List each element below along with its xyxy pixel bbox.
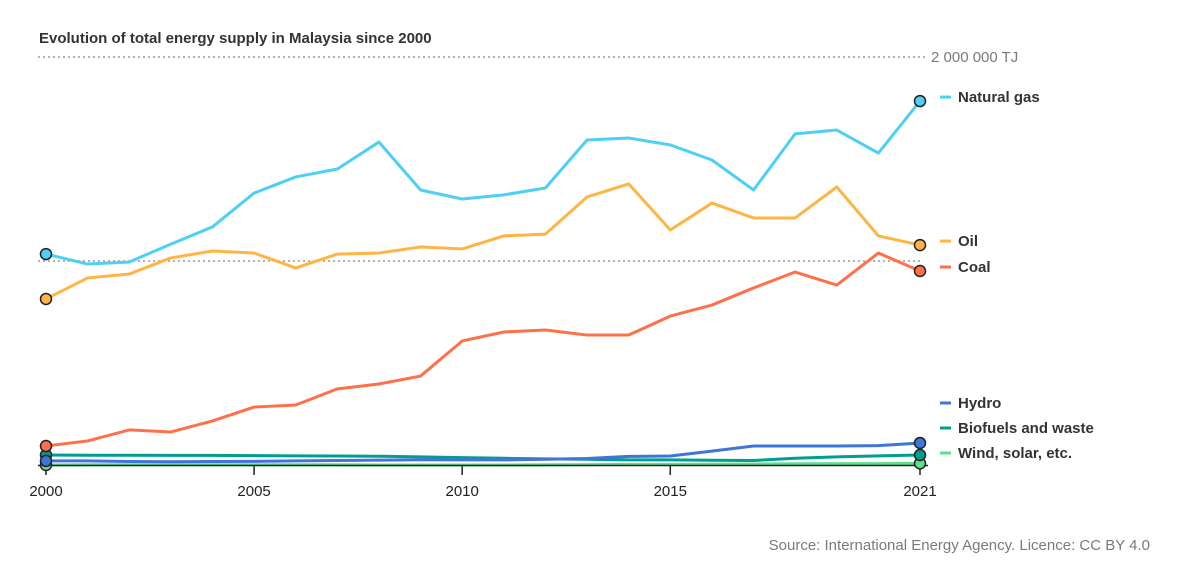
legend-item: Oil xyxy=(940,233,978,250)
end-marker xyxy=(39,292,53,306)
x-tick-label: 2021 xyxy=(903,483,936,500)
end-marker xyxy=(39,454,53,468)
x-tick-label: 2000 xyxy=(29,483,62,500)
x-tick-label: 2005 xyxy=(237,483,270,500)
end-marker xyxy=(913,94,927,108)
legend-label: Natural gas xyxy=(958,89,1040,106)
y-max-label: 2 000 000 TJ xyxy=(931,49,1018,66)
legend-label: Coal xyxy=(958,259,991,276)
x-tick-label: 2010 xyxy=(446,483,479,500)
legend-label: Biofuels and waste xyxy=(958,420,1094,437)
x-axis: 2000 2005 2010 2015 2021 xyxy=(29,464,937,500)
legend-label: Hydro xyxy=(958,395,1001,412)
end-marker xyxy=(913,448,927,462)
gridlines xyxy=(38,56,926,262)
series-lines xyxy=(45,100,922,467)
series-line-natural-gas xyxy=(45,100,922,266)
x-tick-label: 2015 xyxy=(654,483,687,500)
legend-label: Wind, solar, etc. xyxy=(958,445,1072,462)
series-markers xyxy=(39,94,927,472)
source-note: Source: International Energy Agency. Lic… xyxy=(768,537,1150,554)
legend-item: Coal xyxy=(940,259,991,276)
end-marker xyxy=(913,264,927,278)
series-line-oil xyxy=(45,182,921,301)
end-marker xyxy=(39,247,53,261)
end-marker xyxy=(913,238,927,252)
series-line-coal xyxy=(45,251,921,448)
legend: Natural gas Oil Coal Hydro Biofuels and wast… xyxy=(940,89,1094,462)
legend-item: Natural gas xyxy=(940,89,1040,106)
legend-item: Hydro xyxy=(940,395,1001,412)
end-marker xyxy=(913,436,927,450)
series-line-hydro xyxy=(46,441,921,464)
chart-title: Evolution of total energy supply in Mala… xyxy=(39,30,432,47)
legend-item: Wind, solar, etc. xyxy=(940,445,1072,462)
legend-label: Oil xyxy=(958,233,978,250)
end-marker xyxy=(39,439,53,453)
legend-item: Biofuels and waste xyxy=(940,420,1094,437)
series-line-biofuels-and-waste xyxy=(45,453,921,463)
